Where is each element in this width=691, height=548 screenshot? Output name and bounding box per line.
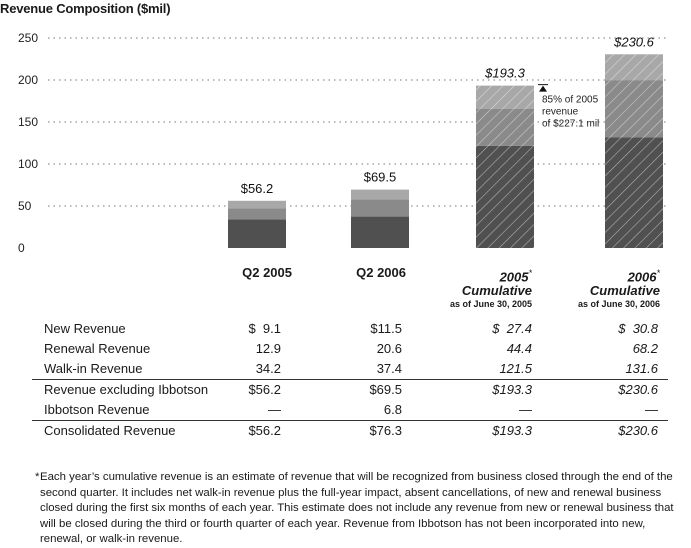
row-label: Consolidated Revenue	[44, 423, 176, 438]
bar-hatch-renewal	[605, 80, 663, 138]
cell-value: 12.9	[255, 341, 281, 356]
column-header-line2: Cumulative	[461, 283, 532, 299]
table-row: Renewal Revenue 12.9 20.6 44.4 68.2	[44, 339, 664, 359]
y-tick-label: 100	[18, 157, 38, 171]
column-header-title: 2005*	[499, 268, 532, 285]
row-label: Renewal Revenue	[44, 341, 151, 356]
bar-segment-new	[351, 189, 409, 200]
annotation-text: revenue	[542, 107, 579, 118]
annotation-text: of $227.1 mil	[542, 119, 599, 130]
cell-value: $193.3	[492, 423, 532, 438]
cell-value: 20.6	[376, 341, 402, 356]
cell-value: $76.3	[369, 423, 402, 438]
revenue-bar-chart: 0 50 100 150 200 250 $56.2 $69.5 $193.3 $230.6 85…	[18, 31, 668, 255]
column-header-title: 2006*	[627, 268, 660, 285]
bar-total-label: $193.3	[484, 66, 526, 81]
bar-total-label: $69.5	[364, 170, 397, 185]
cell-value: $69.5	[369, 382, 402, 397]
y-tick-label: 150	[18, 115, 38, 129]
bar-total-label: $56.2	[241, 181, 274, 196]
annotation-text: 85% of 2005	[542, 95, 599, 106]
bar-hatch-new	[605, 54, 663, 81]
bar-segment-renewal	[351, 199, 409, 217]
cell-value: $56.2	[248, 382, 281, 397]
table-row: Consolidated Revenue $56.2 $76.3 $193.3 $230…	[44, 421, 664, 441]
table-row: Revenue excluding Ibbotson $56.2 $69.5 $193…	[44, 380, 664, 400]
row-label: Revenue excluding Ibbotson	[44, 382, 209, 397]
cell-value: 68.2	[632, 341, 658, 356]
footnote-mark: *	[35, 471, 40, 483]
table-divider-1	[32, 379, 668, 380]
row-label: New Revenue	[44, 321, 126, 336]
cell-value: 121.5	[499, 361, 532, 376]
cell-value: —	[519, 402, 532, 417]
bar-segment-walk-in	[351, 216, 409, 248]
cell-value: 6.8	[383, 402, 402, 417]
row-label: Walk-in Revenue	[44, 361, 143, 376]
y-tick-label: 50	[18, 199, 32, 213]
bar-hatch-renewal	[476, 108, 534, 146]
column-header-line2: Cumulative	[589, 283, 660, 299]
bar-segment-walk-in	[228, 219, 286, 248]
y-tick-label: 200	[18, 73, 38, 87]
table-row: New Revenue $ 9.1 $11.5 $ 27.4 $ 30.8	[44, 319, 664, 339]
cell-value: 131.6	[625, 361, 658, 376]
bar-hatch-walk-in	[605, 137, 663, 248]
column-header: Q2 2005	[242, 266, 292, 280]
column-header-date: as of June 30, 2005	[449, 299, 532, 310]
cell-value: $230.6	[618, 423, 658, 438]
footnote-text: Each year’s cumulative revenue is an est…	[40, 471, 674, 545]
cell-value: —	[268, 402, 281, 417]
column-header-date: as of June 30, 2006	[577, 299, 660, 310]
annotation-arrow-icon	[539, 85, 547, 92]
cell-value: $230.6	[618, 382, 658, 397]
cell-value: 37.4	[376, 361, 402, 376]
table-row: Walk-in Revenue 34.2 37.4 121.5 131.6	[44, 359, 664, 379]
y-tick-label: 0	[18, 241, 25, 255]
chart-title: Revenue Composition ($mil)	[0, 1, 171, 16]
cell-value: $193.3	[492, 382, 532, 397]
column-header-title: Q2 2005	[242, 265, 292, 280]
cell-value: $11.5	[370, 321, 402, 336]
bar-segment-renewal	[228, 208, 286, 220]
cell-value: 44.4	[506, 341, 532, 356]
bar-hatch-new	[476, 85, 534, 109]
footnote: * Each year’s cumulative revenue is an e…	[35, 470, 680, 548]
cell-value: $56.2	[248, 423, 281, 438]
column-header-title: Q2 2006	[356, 265, 406, 280]
cell-value: 34.2	[255, 361, 281, 376]
bar-segment-new	[228, 200, 286, 209]
cell-value: $ 30.8	[618, 321, 658, 336]
cell-value: —	[645, 402, 658, 417]
bar-total-label: $230.6	[613, 34, 655, 49]
table-divider-2	[32, 420, 668, 421]
column-header: 2006* Cumulative as of June 30, 2006	[578, 266, 660, 311]
bar-hatch-walk-in	[476, 145, 534, 248]
column-header: Q2 2006	[356, 266, 406, 280]
cell-value: $ 27.4	[492, 321, 532, 336]
y-tick-label: 250	[18, 31, 38, 45]
table-row: Ibbotson Revenue — 6.8 — —	[44, 400, 664, 420]
row-label: Ibbotson Revenue	[44, 402, 150, 417]
cell-value: $ 9.1	[248, 321, 281, 336]
column-header: 2005* Cumulative as of June 30, 2005	[450, 266, 532, 311]
